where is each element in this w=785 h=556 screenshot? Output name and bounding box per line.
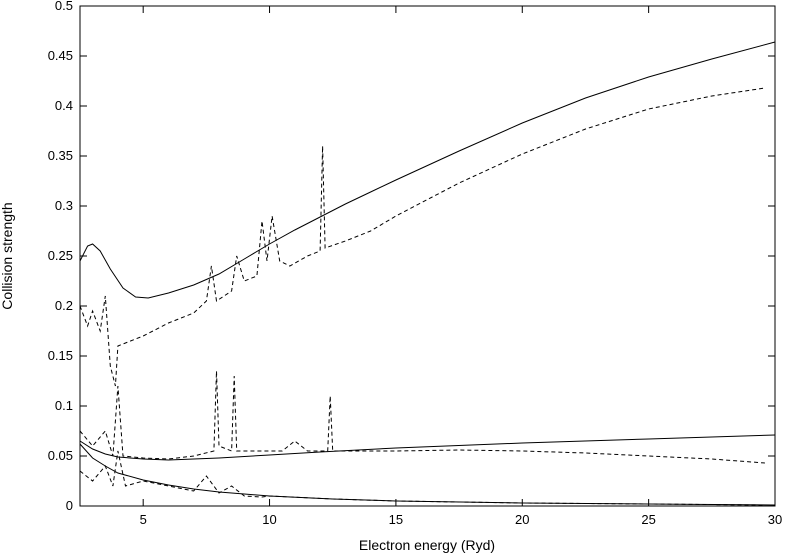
x-tick-label: 15	[389, 512, 403, 527]
axis-ticks: 5 10 15 20 25 30 0 0.05 0.1 0.15 0.2 0.25 0.3 0.35 0.4…	[48, 0, 783, 527]
series-line-3	[79, 434, 776, 461]
y-tick-label: 0.4	[55, 98, 73, 113]
chart-series	[79, 41, 776, 506]
x-tick-label: 10	[262, 512, 276, 527]
y-axis-title: Collision strength	[0, 202, 15, 309]
x-tick-label: 5	[140, 512, 147, 527]
y-tick-label: 0.1	[55, 398, 73, 413]
plot-frame	[79, 5, 776, 507]
x-tick-label: 25	[641, 512, 655, 527]
y-tick-label: 0.3	[55, 198, 73, 213]
x-tick-label: 30	[768, 512, 782, 527]
y-tick-label: 0.45	[48, 48, 73, 63]
series-line-5	[79, 443, 776, 506]
series-line-4	[79, 370, 765, 464]
y-tick-label: 0.25	[48, 248, 73, 263]
y-tick-label: 0.05	[48, 448, 73, 463]
series-line-1	[79, 41, 776, 299]
series-line-6	[79, 450, 765, 506]
y-tick-label: 0.35	[48, 148, 73, 163]
y-tick-label: 0	[66, 498, 73, 513]
x-axis-title: Electron energy (Ryd)	[359, 537, 495, 553]
x-tick-label: 20	[515, 512, 529, 527]
series-line-2	[79, 87, 765, 387]
y-tick-label: 0.15	[48, 348, 73, 363]
y-tick-label: 0.2	[55, 298, 73, 313]
y-tick-label: 0.5	[55, 0, 73, 13]
